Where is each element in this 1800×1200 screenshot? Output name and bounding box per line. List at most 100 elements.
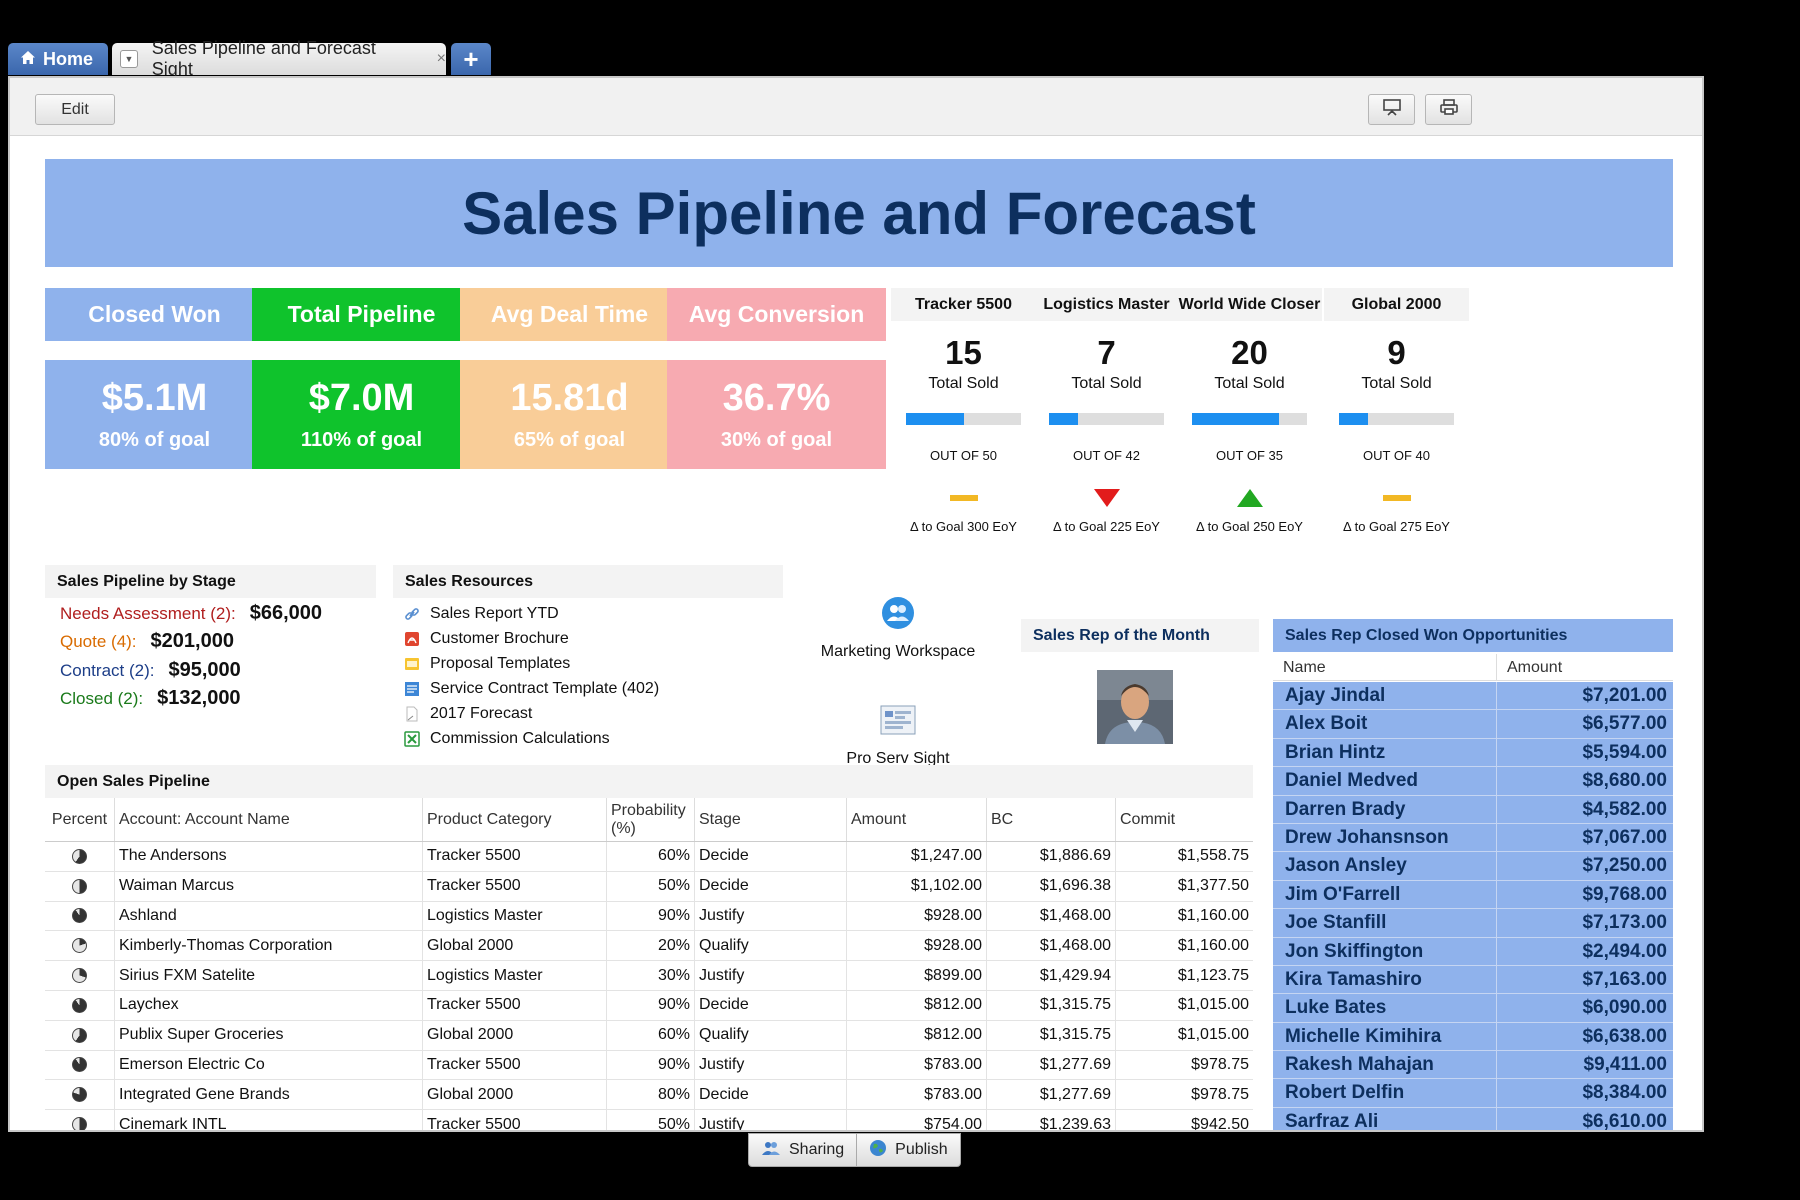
tracker-title: Global 2000 xyxy=(1324,288,1469,321)
tab-home[interactable]: Home xyxy=(8,43,108,75)
rep-row[interactable]: Sarfraz Ali $6,610.00 xyxy=(1273,1107,1673,1130)
percent-pie-icon xyxy=(72,1087,87,1103)
resource-link[interactable]: 2017 Forecast xyxy=(404,705,532,723)
cell-stage: Justify xyxy=(695,1110,847,1130)
rep-row[interactable]: Rakesh Mahajan $9,411.00 xyxy=(1273,1051,1673,1080)
column-header-amount[interactable]: Amount xyxy=(1507,659,1563,676)
cell-bc: $1,239.63 xyxy=(987,1110,1116,1130)
table-row[interactable]: Ashland Logistics Master 90% Justify $928.00… xyxy=(45,901,1253,932)
stage-row[interactable]: Contract (2): $95,000 xyxy=(60,659,241,682)
tab-document-label: Sales Pipeline and Forecast Sight xyxy=(151,38,376,79)
rep-amount: $6,577.00 xyxy=(1582,713,1667,735)
cell-commit: $1,015.00 xyxy=(1177,996,1249,1014)
tab-document[interactable]: ▼ Sales Pipeline and Forecast Sight × xyxy=(112,38,446,79)
presentation-button[interactable] xyxy=(1368,94,1415,125)
column-header[interactable]: Stage xyxy=(695,798,847,841)
column-header[interactable]: Probability (%) xyxy=(607,798,695,841)
trend-flat-icon xyxy=(1324,483,1469,513)
stage-row[interactable]: Needs Assessment (2): $66,000 xyxy=(60,602,322,625)
rep-amount: $6,638.00 xyxy=(1582,1025,1667,1047)
cell-product: Tracker 5500 xyxy=(423,871,607,901)
sharing-button[interactable]: Sharing xyxy=(748,1133,858,1167)
table-row[interactable]: Emerson Electric Co Tracker 5500 90% Justif… xyxy=(45,1050,1253,1081)
print-button[interactable] xyxy=(1425,94,1472,125)
percent-cell xyxy=(45,961,115,990)
column-header[interactable]: Amount xyxy=(847,798,987,841)
kpi-tile[interactable]: 15.81d 65% of goal xyxy=(460,360,679,469)
cell-amount: $783.00 xyxy=(847,1050,987,1080)
cell-commit: $942.50 xyxy=(1191,1115,1249,1130)
rep-row[interactable]: Darren Brady $4,582.00 xyxy=(1273,795,1673,824)
column-header-name[interactable]: Name xyxy=(1273,654,1497,680)
column-header[interactable]: BC xyxy=(987,798,1116,841)
tracker-card: Tracker 5500 15 Total Sold OUT OF 50 Δ to Go… xyxy=(891,288,1036,534)
rep-row[interactable]: Robert Delfin $8,384.00 xyxy=(1273,1079,1673,1108)
rep-row[interactable]: Michelle Kimihira $6,638.00 xyxy=(1273,1022,1673,1052)
percent-pie-icon xyxy=(72,968,87,984)
table-row[interactable]: Cinemark INTL Tracker 5500 50% Justify $754.… xyxy=(45,1110,1253,1130)
column-header[interactable]: Commit xyxy=(1120,810,1176,828)
percent-cell xyxy=(45,1020,115,1050)
cell-commit: $1,015.00 xyxy=(1177,1026,1249,1044)
stage-row[interactable]: Closed (2): $132,000 xyxy=(60,687,241,710)
stage-amount: $201,000 xyxy=(150,630,234,652)
footer-actions: Sharing Publish xyxy=(748,1133,961,1167)
table-row[interactable]: Laychex Tracker 5500 90% Decide $812.00 $1,31… xyxy=(45,990,1253,1021)
cell-product: Tracker 5500 xyxy=(423,842,607,871)
rep-row[interactable]: Brian Hintz $5,594.00 xyxy=(1273,738,1673,768)
dashboard-icon xyxy=(880,705,916,740)
resource-link[interactable]: Customer Brochure xyxy=(404,630,569,648)
kpi-tile[interactable]: $5.1M 80% of goal xyxy=(45,360,264,469)
rep-row[interactable]: Jim O'Farrell $9,768.00 xyxy=(1273,880,1673,910)
tracker-card: World Wide Closer 20 Total Sold OUT OF 35 Δ … xyxy=(1177,288,1322,534)
percent-cell xyxy=(45,1050,115,1080)
table-row[interactable]: The Andersons Tracker 5500 60% Decide $1,247… xyxy=(45,842,1253,872)
stage-row[interactable]: Quote (4): $201,000 xyxy=(60,630,234,653)
cell-bc: $1,315.75 xyxy=(987,990,1116,1020)
rep-row[interactable]: Luke Bates $6,090.00 xyxy=(1273,994,1673,1023)
rep-row[interactable]: Drew Johansnson $7,067.00 xyxy=(1273,823,1673,853)
rep-row[interactable]: Jon Skiffington $2,494.00 xyxy=(1273,937,1673,966)
rep-row[interactable]: Ajay Jindal $7,201.00 xyxy=(1273,682,1673,711)
cell-product: Tracker 5500 xyxy=(423,1050,607,1080)
table-row[interactable]: Sirius FXM Satelite Logistics Master 30% Ju… xyxy=(45,961,1253,991)
percent-pie-icon xyxy=(72,908,87,924)
pro-serv-sight-widget[interactable]: Pro Serv Sight xyxy=(813,705,983,768)
cell-stage: Qualify xyxy=(695,931,847,961)
cell-prob: 60% xyxy=(607,842,695,871)
resource-link[interactable]: Sales Report YTD xyxy=(404,605,559,623)
table-row[interactable]: Integrated Gene Brands Global 2000 80% Deci… xyxy=(45,1080,1253,1111)
column-header[interactable]: Percent xyxy=(45,798,115,841)
table-row[interactable]: Kimberly-Thomas Corporation Global 2000 20… xyxy=(45,931,1253,962)
rep-row[interactable]: Alex Boit $6,577.00 xyxy=(1273,710,1673,739)
rep-row[interactable]: Kira Tamashiro $7,163.00 xyxy=(1273,965,1673,995)
table-row[interactable]: Publix Super Groceries Global 2000 60% Qual… xyxy=(45,1020,1253,1051)
column-header[interactable]: Account: Account Name xyxy=(115,798,423,841)
table-row[interactable]: Waiman Marcus Tracker 5500 50% Decide $1,102… xyxy=(45,871,1253,902)
cell-prob: 80% xyxy=(607,1080,695,1110)
column-header[interactable]: Product Category xyxy=(423,798,607,841)
publish-button[interactable]: Publish xyxy=(857,1133,961,1167)
marketing-workspace-widget[interactable]: Marketing Workspace xyxy=(813,596,983,661)
kpi-tile[interactable]: 36.7% 30% of goal xyxy=(667,360,886,469)
cell-account: Ashland xyxy=(115,901,423,931)
kpi-tile[interactable]: $7.0M 110% of goal xyxy=(252,360,471,469)
cell-stage: Decide xyxy=(695,871,847,901)
close-icon[interactable]: × xyxy=(436,50,446,67)
edit-button[interactable]: Edit xyxy=(35,94,115,125)
resource-label: Sales Report YTD xyxy=(430,605,559,622)
kpi-value: 15.81d xyxy=(510,376,629,419)
tab-menu-chevron-icon[interactable]: ▼ xyxy=(120,50,138,68)
kpi-label: Closed Won xyxy=(45,288,264,341)
resource-link[interactable]: Commission Calculations xyxy=(404,730,610,748)
cell-commit: $1,558.75 xyxy=(1177,847,1249,865)
cell-stage: Justify xyxy=(695,901,847,931)
resource-link[interactable]: Service Contract Template (402) xyxy=(404,680,659,698)
cell-stage: Justify xyxy=(695,961,847,990)
cell-commit: $978.75 xyxy=(1191,1085,1249,1103)
resource-link[interactable]: Proposal Templates xyxy=(404,655,570,673)
rep-row[interactable]: Daniel Medved $8,680.00 xyxy=(1273,767,1673,796)
add-tab-button[interactable]: + xyxy=(451,43,491,75)
rep-row[interactable]: Jason Ansley $7,250.00 xyxy=(1273,852,1673,881)
rep-row[interactable]: Joe Stanfill $7,173.00 xyxy=(1273,909,1673,938)
